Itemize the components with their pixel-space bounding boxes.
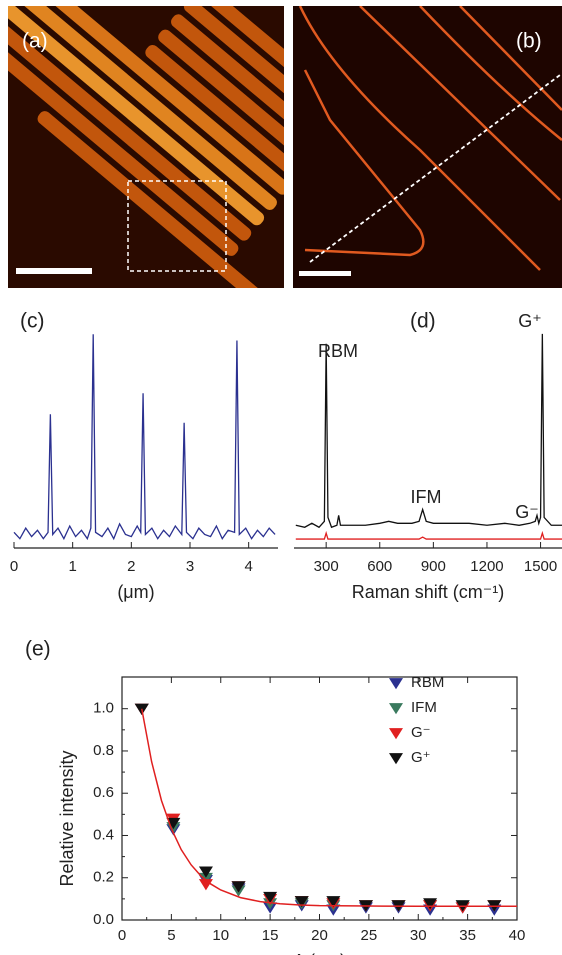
panel-label: (e): [25, 638, 51, 661]
x-tick-label: 20: [311, 927, 328, 944]
x-tick-label: 0: [118, 927, 126, 944]
x-tick-label: 40: [509, 927, 526, 944]
x-tick-label: 1: [68, 558, 76, 575]
y-tick-label: 0.4: [93, 826, 114, 843]
x-tick-label: 1500: [524, 558, 557, 575]
afm-image-a: [8, 6, 284, 288]
annotation: RBM: [318, 341, 358, 361]
data-point: [263, 891, 278, 904]
plot-frame: [121, 676, 518, 921]
annotation: G⁺: [518, 311, 542, 331]
data-point: [231, 881, 246, 893]
spectrum-line: [13, 334, 276, 541]
y-tick-label: 0.2: [93, 869, 114, 886]
data-point: [198, 866, 213, 878]
fit-line: [141, 708, 517, 908]
legend-marker: [389, 703, 403, 715]
data-point: [166, 817, 181, 830]
x-tick-label: 15: [262, 927, 279, 944]
x-tick-label: 600: [367, 558, 392, 575]
x-tick-label: 35: [459, 927, 476, 944]
annotation: IFM: [411, 487, 442, 507]
data-point: [294, 896, 309, 908]
legend-label: RBM: [411, 674, 444, 691]
legend-marker: [389, 728, 403, 740]
x-tick-label: 30: [410, 927, 427, 944]
legend-label: IFM: [411, 699, 437, 716]
x-tick-label: 0: [10, 558, 18, 575]
x-tick-label: 900: [421, 558, 446, 575]
data-point: [326, 896, 341, 908]
legend-label: G⁺: [411, 749, 431, 766]
x-axis-title: (μm): [117, 582, 154, 602]
panel-label: (c): [20, 310, 45, 333]
x-tick-label: 3: [186, 558, 194, 575]
spectrum-line: [295, 530, 562, 540]
legend-marker: [389, 678, 403, 690]
legend-label: G⁻: [411, 724, 431, 741]
x-tick-label: 300: [314, 558, 339, 575]
spectrum-line: [295, 333, 562, 529]
data-point: [198, 872, 213, 885]
annotation: G⁻: [515, 502, 539, 522]
y-tick-label: 0.0: [93, 911, 114, 928]
x-axis-title: Raman shift (cm⁻¹): [352, 582, 505, 602]
data-point: [423, 898, 438, 910]
x-axis-title: Δ (nm): [293, 951, 346, 955]
y-tick-label: 0.8: [93, 742, 114, 759]
panel-label: (a): [22, 30, 48, 53]
legend-marker: [389, 753, 403, 765]
y-axis-title: Relative intensity: [57, 750, 77, 886]
x-tick-label: 2: [127, 558, 135, 575]
y-tick-label: 1.0: [93, 700, 114, 717]
afm-image-b: [293, 6, 562, 288]
x-tick-label: 5: [167, 927, 175, 944]
y-tick-label: 0.6: [93, 784, 114, 801]
panel-label: (b): [516, 30, 542, 53]
panel-label: (d): [410, 310, 436, 333]
x-tick-label: 4: [244, 558, 252, 575]
x-tick-label: 10: [212, 927, 229, 944]
x-tick-label: 1200: [470, 558, 503, 575]
x-tick-label: 25: [361, 927, 378, 944]
